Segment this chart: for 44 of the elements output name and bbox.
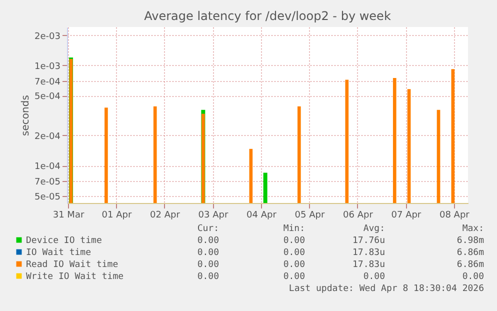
text: 0.00 <box>283 248 305 258</box>
text: 0.00 <box>197 260 219 270</box>
y-tick-label: 1e-03 <box>34 62 60 72</box>
text: 0.00 <box>197 236 219 246</box>
x-tick-label: 31 Mar <box>52 210 84 220</box>
x-tick-label: 05 Apr <box>294 210 325 220</box>
x-tick-label: 08 Apr <box>439 210 470 220</box>
text: 0.00 <box>283 272 305 282</box>
chart-title: Average latency for /dev/loop2 - by week <box>144 9 391 23</box>
text: 6.86m <box>456 248 484 258</box>
y-tick-label: 5e-05 <box>34 192 60 202</box>
text: Avg: <box>363 224 385 234</box>
text: Last update: Wed Apr 8 18:30:04 2026 <box>288 284 484 294</box>
text: 17.83u <box>352 248 385 258</box>
text: 6.98m <box>456 236 484 246</box>
y-tick-label: 2e-04 <box>34 132 61 142</box>
x-tick-label: 02 Apr <box>150 210 180 220</box>
text: 0.00 <box>363 272 385 282</box>
text: 0.00 <box>197 272 219 282</box>
y-tick-label: 5e-04 <box>34 92 61 102</box>
text: 6.86m <box>456 260 484 270</box>
y-axis-title: seconds <box>20 95 32 136</box>
text: 0.00 <box>283 236 305 246</box>
text: Max: <box>462 224 484 234</box>
text: 0.00 <box>462 272 484 282</box>
x-tick-label: 07 Apr <box>391 210 422 220</box>
y-tick-label: 2e-03 <box>34 32 60 42</box>
y-tick-label: 1e-04 <box>34 162 61 172</box>
y-tick-label: 7e-05 <box>34 178 60 188</box>
text: Cur: <box>197 224 219 234</box>
legend-label: Read IO Wait time <box>26 260 118 270</box>
text: 0.00 <box>197 248 219 258</box>
y-tick-label: 7e-04 <box>34 77 61 88</box>
text: 17.76u <box>352 236 385 246</box>
legend-label: IO Wait time <box>26 248 92 258</box>
text: 17.83u <box>352 260 385 270</box>
x-tick-label: 01 Apr <box>102 210 132 220</box>
legend-label: Write IO Wait time <box>26 272 124 282</box>
text: Min: <box>283 224 305 234</box>
x-tick-label: 03 Apr <box>198 210 228 220</box>
x-tick-label: 06 Apr <box>343 210 374 220</box>
legend-label: Device IO time <box>26 236 102 246</box>
text: 0.00 <box>283 260 305 270</box>
x-tick-label: 04 Apr <box>246 210 277 220</box>
